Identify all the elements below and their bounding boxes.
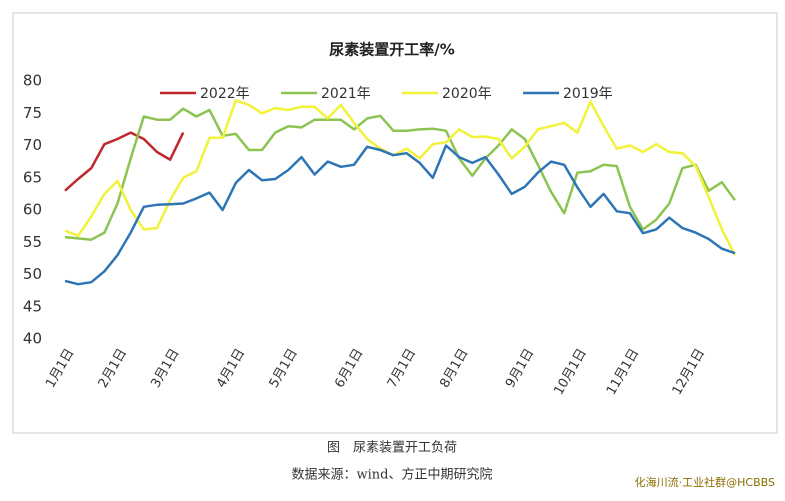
- series-line: [64, 131, 185, 192]
- y-tick-label: 75: [23, 104, 42, 122]
- series-line: [64, 107, 737, 241]
- y-tick-label: 65: [23, 168, 42, 186]
- y-tick-label: 55: [23, 233, 42, 251]
- y-tick-label: 80: [23, 72, 42, 90]
- legend-label: 2021年: [321, 86, 371, 102]
- y-tick-label: 60: [23, 201, 42, 219]
- watermark: 化海川流·工业社群@HCBBS: [635, 475, 775, 489]
- series-line: [64, 144, 736, 286]
- chart-title: 尿素装置开工率/%: [329, 41, 455, 59]
- caption: 图 尿素装置开工负荷: [327, 441, 457, 456]
- source: 数据来源：wind、方正中期研究院: [292, 467, 493, 483]
- legend-label: 2022年: [200, 86, 250, 102]
- series-line: [64, 99, 737, 256]
- legend-label: 2019年: [563, 86, 613, 102]
- y-tick-label: 70: [23, 136, 42, 154]
- y-tick-label: 45: [23, 297, 42, 315]
- y-tick-label: 50: [23, 265, 42, 283]
- legend-label: 2020年: [442, 86, 492, 102]
- y-tick-label: 40: [23, 330, 42, 348]
